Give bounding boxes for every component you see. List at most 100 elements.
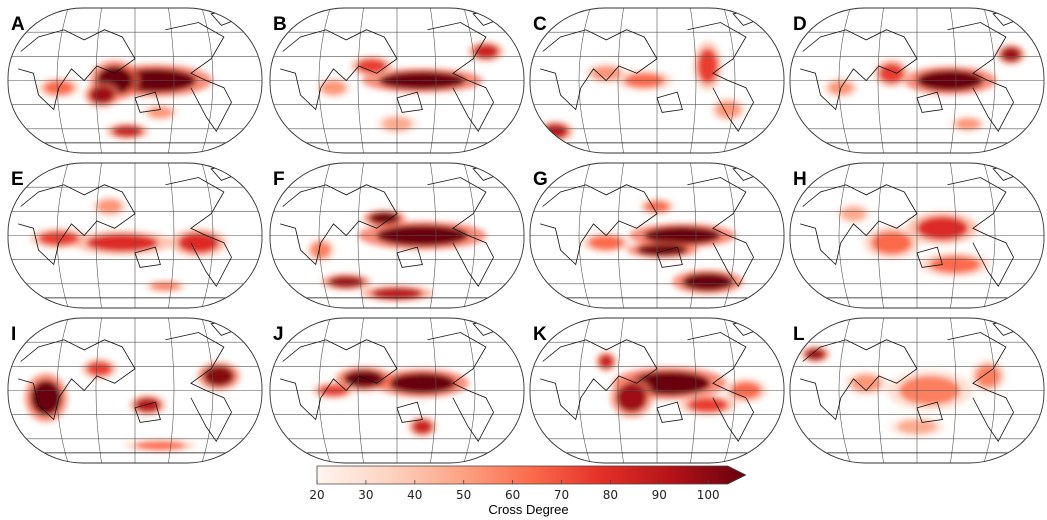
hotspot [616,383,647,413]
graticule [790,318,1044,463]
map-panel-e [7,162,263,309]
hotspot [840,206,867,221]
graticule [8,8,262,153]
hotspot [203,365,235,387]
map-panel-g [529,162,785,309]
cross-degree-field [581,198,744,295]
coastlines [280,165,512,299]
hotspot [150,281,181,291]
map-panel-l [789,317,1045,464]
colorbar-tick-label: 70 [553,488,570,502]
graticule [270,8,524,153]
hotspot [178,232,219,253]
colorbar-gradient [316,465,747,485]
hotspot [542,124,569,139]
map-panel-k [529,317,785,464]
colorbar-tick-label: 20 [309,488,325,502]
hotspot [955,118,981,130]
hotspot [917,216,968,240]
hotspot [112,125,143,138]
coastlines [18,320,250,454]
hotspot [805,348,826,361]
panel-label: J [273,324,284,345]
graticule [790,163,1044,308]
graticule [790,8,1044,153]
hotspot [135,397,161,413]
hotspot [590,66,622,81]
colorbar-tick-label: 50 [456,488,472,502]
hotspot [38,231,80,246]
colorbar-tick-label: 60 [504,488,521,502]
coastlines [800,320,1032,454]
hotspot [96,199,123,214]
map-outline [529,317,785,464]
panel-label: C [533,14,547,35]
hotspot [389,373,456,394]
colorbar-tick-label: 80 [602,488,619,502]
graticule [8,318,262,463]
map-panel-f [269,162,525,309]
panel-label: I [11,324,17,345]
hotspot [30,380,62,416]
panel-label: H [793,169,807,190]
panel-label: D [793,14,807,35]
map-outline [529,7,785,154]
hotspot [343,370,385,388]
hotspot [682,273,734,291]
colorbar-tick-label: 30 [358,488,374,502]
map-panel-j [269,317,525,464]
panel-label: A [11,14,25,35]
map-panel-a [7,7,263,154]
map-outline [529,162,785,309]
panel-label: E [11,169,24,190]
hotspot [89,86,115,104]
hotspot [697,48,718,84]
map-outline [269,317,525,464]
coastlines [800,10,1032,144]
panel-label: F [273,169,285,190]
hotspot [369,212,400,224]
map-panel-d [789,7,1045,154]
hotspot [715,100,741,119]
hotspot [356,58,387,74]
graticule [8,163,262,308]
map-outline [269,7,525,154]
hotspot [850,374,882,392]
hotspot [147,106,174,119]
coastlines [800,165,1032,299]
hotspot [687,397,729,413]
map-panel-i [7,317,263,464]
map-outline [789,162,1045,309]
hotspot [86,361,113,376]
panel-label: G [533,169,548,190]
map-panel-h [789,162,1045,309]
colorbar-tick-label: 100 [696,488,720,502]
colorbar [316,465,747,485]
graticule [530,163,784,308]
colorbar-tick-label: 90 [651,488,667,502]
panel-label: B [273,14,287,35]
hotspot [598,354,614,369]
hotspot [310,241,331,259]
graticule [530,318,784,463]
map-outline [789,317,1045,464]
hotspot [636,244,688,256]
graticule [270,163,524,308]
coastlines [280,320,512,454]
map-outline [7,317,263,464]
hotspot [975,364,1001,388]
graticule [530,8,784,153]
hotspot [135,441,186,450]
cross-degree-field [24,358,241,452]
hotspot [1000,47,1022,62]
map-outline [7,7,263,154]
panel-label: K [533,324,547,345]
panel-label: L [793,324,805,345]
map-outline [269,162,525,309]
hotspot [86,234,158,252]
colorbar-tick-label: 40 [407,488,423,502]
map-panel-b [269,7,525,154]
hotspot [320,80,347,95]
graticule [270,318,524,463]
